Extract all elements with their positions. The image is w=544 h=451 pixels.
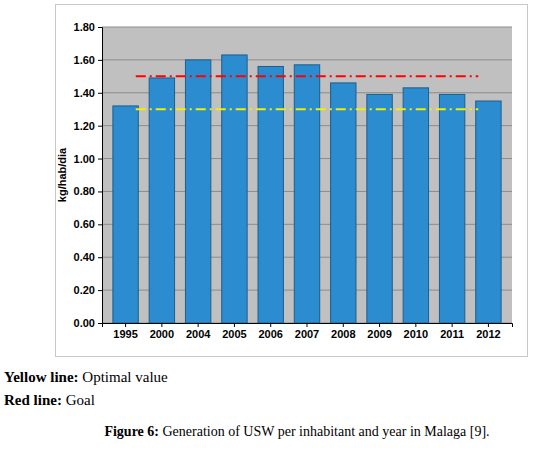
y-tick: 1.80 <box>74 21 102 33</box>
x-tick-label: 2000 <box>150 328 174 340</box>
caption-legend: Yellow line: Optimal value <box>4 369 168 385</box>
x-tick-label: 2012 <box>476 328 500 340</box>
y-tick: 1.40 <box>74 87 102 99</box>
x-tick-label: 2006 <box>258 328 282 340</box>
bar <box>149 78 174 323</box>
x-tick-label: 2009 <box>367 328 391 340</box>
x-axis: 1995 2000 2004 2005 2006 2007 2008 2009 2010 2011… <box>103 323 513 340</box>
y-tick-mark <box>98 126 102 127</box>
figure-caption: Figure 6: Generation of USW per inhabita… <box>104 424 489 439</box>
caption-legend-key: Red line: <box>4 392 62 408</box>
y-tick-mark <box>98 191 102 192</box>
grid <box>102 27 512 323</box>
y-tick-label: 1.20 <box>74 120 95 132</box>
y-tick-mark <box>98 159 102 160</box>
bar <box>439 94 464 323</box>
x-tick-mark <box>234 323 235 327</box>
bar <box>222 55 247 323</box>
y-tick: 1.20 <box>74 120 102 132</box>
y-tick-mark <box>98 257 102 258</box>
y-tick-label: 0.20 <box>74 284 95 296</box>
caption-legend-text: Optimal value <box>82 369 168 385</box>
x-tick: 2000 <box>150 323 174 340</box>
x-tick: 2010 <box>404 323 428 340</box>
x-tick-mark <box>343 323 344 327</box>
y-tick-mark <box>98 27 102 28</box>
bar <box>113 106 138 323</box>
y-tick-mark <box>98 93 102 94</box>
x-tick: 2011 <box>440 323 464 340</box>
y-tick-label: 1.40 <box>74 87 95 99</box>
y-tick-mark <box>98 60 102 61</box>
x-tick-label: 2004 <box>186 328 211 340</box>
x-tick-label: 2011 <box>440 328 464 340</box>
grid-line <box>102 27 512 28</box>
grid-line <box>102 59 512 60</box>
caption-legend-text: Goal <box>66 392 95 408</box>
y-tick: 0.40 <box>74 251 102 263</box>
bar <box>331 83 356 323</box>
y-tick-label: 0.40 <box>74 251 95 263</box>
x-tick: 2009 <box>367 323 391 340</box>
y-tick-mark <box>98 224 102 225</box>
x-tick: 2008 <box>331 323 355 340</box>
y-tick-label: 1.00 <box>74 153 95 165</box>
x-axis-line <box>103 324 513 328</box>
x-tick: 1995 <box>113 323 137 340</box>
y-tick: 1.00 <box>74 153 102 165</box>
x-tick-mark <box>488 323 489 327</box>
y-tick-mark <box>98 323 102 324</box>
y-tick-label: 0.60 <box>74 218 95 230</box>
bar <box>185 60 210 323</box>
x-tick-mark <box>198 323 199 327</box>
bar <box>258 66 283 323</box>
x-tick-label: 1995 <box>113 328 137 340</box>
y-tick-label: 1.80 <box>74 21 95 33</box>
x-tick-label: 2007 <box>295 328 319 340</box>
chart-frame <box>56 5 528 357</box>
y-axis-line <box>98 28 103 324</box>
y-tick: 0.20 <box>74 284 102 296</box>
bar <box>294 65 319 323</box>
x-tick-mark <box>161 323 162 327</box>
figure-caption-text: Generation of USW per inhabitant and yea… <box>163 424 490 439</box>
x-tick: 2006 <box>258 323 282 340</box>
y-tick: 0.00 <box>74 317 102 329</box>
x-tick-mark <box>270 323 271 327</box>
x-tick: 2004 <box>186 323 211 340</box>
x-tick: 2005 <box>222 323 246 340</box>
chart: 0.00 0.20 0.40 0.60 0.80 1.00 1.20 1.40 1.60 1.80… <box>0 0 544 451</box>
y-tick: 0.80 <box>74 185 102 197</box>
caption-legend: Red line: Goal <box>4 392 95 408</box>
bar <box>476 101 501 323</box>
y-axis-title: kg/hab/dia <box>56 147 68 202</box>
x-tick-mark <box>379 323 380 327</box>
caption-legend-key: Yellow line: <box>4 369 79 385</box>
y-axis: 0.00 0.20 0.40 0.60 0.80 1.00 1.20 1.40 1.60 1.80 <box>74 21 103 329</box>
reference-line <box>136 108 479 110</box>
reference-line <box>136 75 479 77</box>
x-tick-mark <box>452 323 453 327</box>
y-tick: 0.60 <box>74 218 102 230</box>
figure-caption-label: Figure 6: <box>104 424 159 439</box>
y-tick: 1.60 <box>74 54 102 66</box>
plot-background <box>102 27 512 323</box>
x-tick-mark <box>415 323 416 327</box>
plot-area <box>113 55 501 323</box>
y-tick-mark <box>98 290 102 291</box>
y-tick-label: 1.60 <box>74 54 95 66</box>
x-tick-label: 2008 <box>331 328 355 340</box>
bar <box>367 94 392 323</box>
x-tick-label: 2010 <box>404 328 428 340</box>
x-tick: 2007 <box>295 323 319 340</box>
x-tick-mark <box>125 323 126 327</box>
y-tick-label: 0.80 <box>74 185 95 197</box>
x-tick-mark <box>307 323 308 327</box>
x-tick-label: 2005 <box>222 328 246 340</box>
bar <box>403 88 428 323</box>
y-tick-label: 0.00 <box>74 317 95 329</box>
x-tick: 2012 <box>476 323 500 340</box>
